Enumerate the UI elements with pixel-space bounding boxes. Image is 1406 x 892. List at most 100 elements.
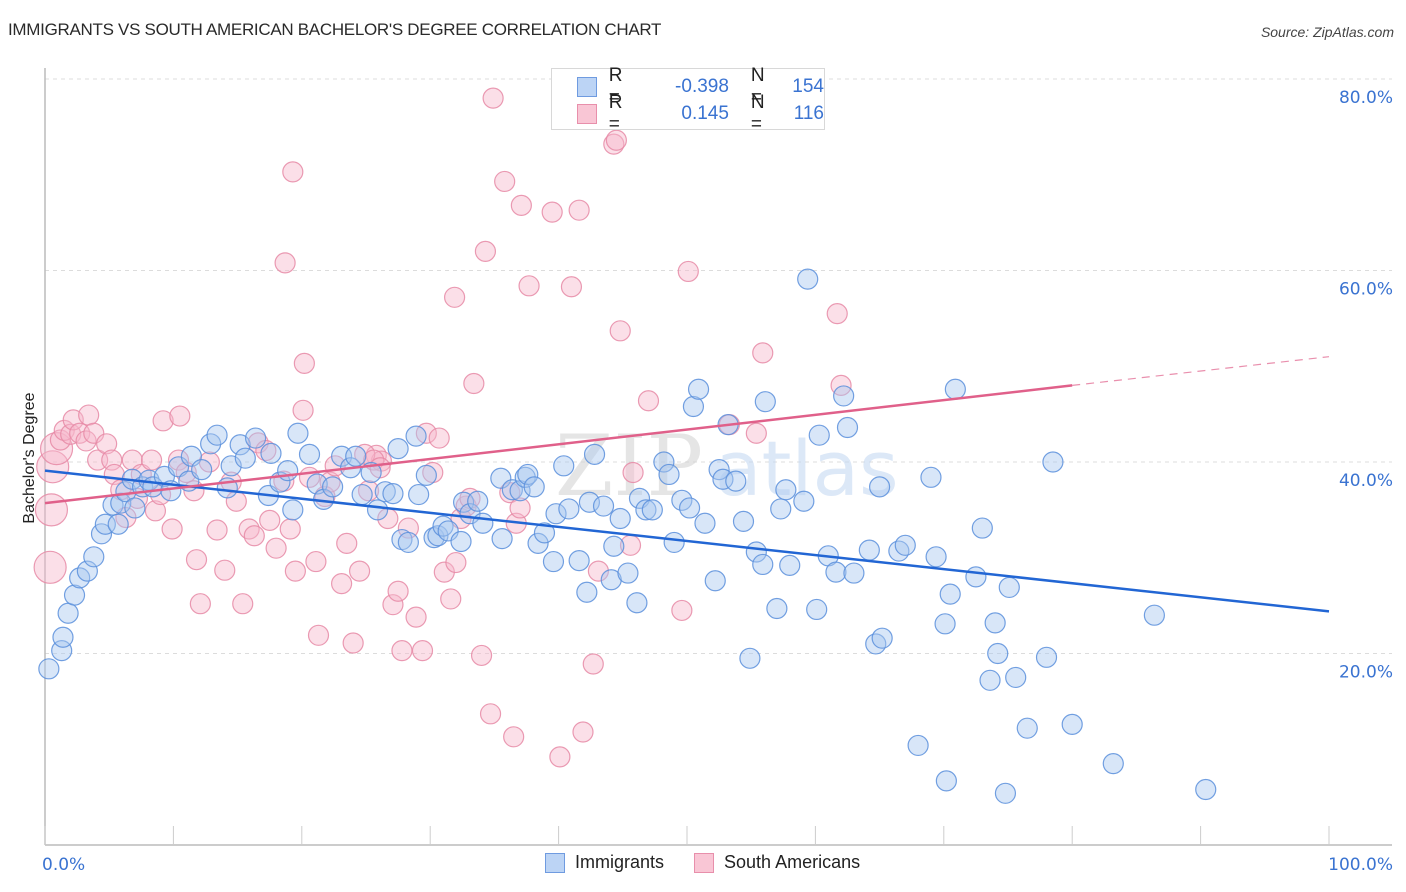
immigrants-point xyxy=(994,782,1017,804)
immigrants-point xyxy=(907,734,929,757)
south-americans-point xyxy=(357,480,380,502)
immigrants-point xyxy=(687,378,710,400)
immigrants-point xyxy=(641,499,663,521)
x-tick-labels: 0.0% 100.0% xyxy=(42,855,1393,875)
legend-item-south-americans[interactable]: South Americans xyxy=(694,852,860,873)
immigrants-point xyxy=(38,658,60,680)
immigrants-point xyxy=(578,491,601,513)
immigrants-point xyxy=(558,498,580,520)
south-americans-swatch xyxy=(577,104,597,124)
stats-legend-row-south-americans: R = 0.145 N = 116 xyxy=(577,92,824,135)
south-americans-point xyxy=(411,640,434,662)
immigrants-point xyxy=(234,447,256,469)
immigrants-point xyxy=(450,530,472,553)
immigrants-point xyxy=(1035,646,1058,668)
south-americans-point xyxy=(78,404,100,426)
south-americans-point xyxy=(405,606,427,628)
series-legend: Immigrants South Americans xyxy=(545,852,890,873)
immigrants-point xyxy=(351,483,373,506)
immigrants-point xyxy=(833,385,855,407)
south-americans-point xyxy=(232,593,254,615)
stats-legend-row-immigrants: R = -0.398 N = 154 xyxy=(577,65,824,108)
immigrants-point xyxy=(894,534,916,556)
immigrants-point xyxy=(405,425,427,447)
watermark-atlas: atlas xyxy=(715,424,899,513)
immigrants-point xyxy=(387,437,409,460)
watermark: ZIP atlas xyxy=(555,417,899,515)
immigrants-point xyxy=(935,770,957,792)
immigrants-point xyxy=(732,510,755,532)
south-americans-point xyxy=(152,410,174,432)
immigrants-point xyxy=(871,627,893,649)
immigrants-point xyxy=(110,492,132,514)
gridlines xyxy=(45,78,1392,654)
south-americans-point xyxy=(342,632,364,654)
y-tick-label: 80.0% xyxy=(1339,88,1393,108)
south-americans-point xyxy=(169,405,191,427)
south-americans-point xyxy=(582,653,604,675)
immigrants-point xyxy=(107,513,129,535)
south-americans-point xyxy=(622,461,644,484)
immigrants-point xyxy=(793,490,815,512)
immigrants-point xyxy=(678,497,701,519)
south-americans-point xyxy=(292,399,314,421)
south-americans-point xyxy=(463,372,485,395)
trend-lines xyxy=(44,356,1330,613)
south-americans-point xyxy=(391,640,413,662)
south-americans-point xyxy=(568,199,590,221)
immigrants-point xyxy=(858,539,880,561)
immigrants-point xyxy=(808,424,830,446)
y-tick-label: 60.0% xyxy=(1339,280,1393,300)
immigrants-point xyxy=(770,498,792,520)
immigrants-point xyxy=(397,531,419,554)
immigrants-point xyxy=(533,522,556,544)
immigrants-point xyxy=(635,499,657,521)
south-americans-point xyxy=(445,551,467,574)
south-americans-point xyxy=(609,320,631,342)
south-americans-point xyxy=(214,559,236,581)
south-americans-point xyxy=(677,260,699,283)
immigrants-point xyxy=(57,602,79,624)
legend-item-immigrants[interactable]: Immigrants xyxy=(545,852,664,873)
south-americans-point xyxy=(474,240,497,262)
immigrants-point xyxy=(345,445,367,467)
south-americans-point xyxy=(293,352,315,374)
immigrants-point xyxy=(527,532,549,554)
immigrants-point xyxy=(568,550,590,572)
south-americans-point xyxy=(382,594,404,616)
immigrants-point xyxy=(1042,451,1064,473)
immigrants-point xyxy=(939,583,961,605)
south-americans-point xyxy=(279,518,301,540)
immigrants-point xyxy=(739,647,761,669)
immigrants-point xyxy=(617,562,639,584)
south-americans-point xyxy=(443,286,466,308)
south-americans-point xyxy=(140,449,163,471)
immigrants-point xyxy=(1005,666,1027,689)
immigrants-point xyxy=(83,546,105,568)
south-americans-point xyxy=(331,573,353,595)
immigrants-point xyxy=(944,378,966,400)
south-americans-point xyxy=(34,493,69,527)
south-americans-point xyxy=(348,560,371,582)
immigrants-point xyxy=(191,459,213,481)
south-americans-point xyxy=(482,87,504,109)
south-americans-point xyxy=(265,537,287,559)
south-americans-trend-extension xyxy=(1072,356,1330,386)
south-americans-point xyxy=(440,588,462,610)
immigrants-point xyxy=(965,566,987,588)
immigrants-point xyxy=(704,570,726,592)
immigrants-point xyxy=(206,424,228,446)
south-americans-points xyxy=(33,87,852,768)
immigrants-point xyxy=(658,463,680,486)
immigrants-point xyxy=(979,669,1001,691)
south-americans-point xyxy=(259,509,281,532)
immigrants-point xyxy=(374,481,396,503)
south-americans-point xyxy=(428,427,450,449)
immigrants-point xyxy=(542,550,565,573)
immigrants-point xyxy=(671,489,693,511)
immigrants-point xyxy=(971,517,993,539)
immigrants-point xyxy=(1016,717,1038,739)
immigrants-point xyxy=(920,466,942,488)
south-americans-point xyxy=(752,342,774,364)
south-americans-point xyxy=(144,500,167,522)
